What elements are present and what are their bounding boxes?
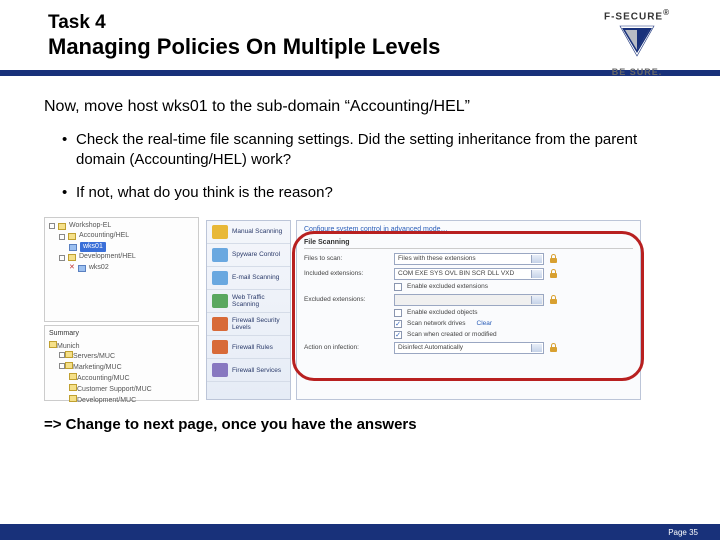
setting-row: Files to scan: Files with these extensio… xyxy=(304,253,633,265)
section-header: File Scanning xyxy=(304,239,633,249)
files-to-scan-dropdown[interactable]: Files with these extensions xyxy=(394,253,544,265)
slide-content: Now, move host wks01 to the sub-domain “… xyxy=(0,76,720,203)
excluded-ext-input[interactable] xyxy=(394,294,544,306)
setting-label: Files to scan: xyxy=(304,255,389,262)
setting-label: Excluded extensions: xyxy=(304,296,389,303)
tree-node[interactable]: Customer Support/MUC xyxy=(49,384,194,395)
scan-modified-checkbox[interactable]: ✓ xyxy=(394,331,402,339)
category-item[interactable]: Firewall Security Levels xyxy=(207,313,290,336)
category-item[interactable]: Firewall Rules xyxy=(207,336,290,359)
tree-node-selected[interactable]: wks01 xyxy=(49,242,194,253)
setting-row: Included extensions: COM EXE SYS OVL BIN… xyxy=(304,268,633,280)
footer-bar: Page 35 xyxy=(0,524,720,540)
setting-row: ✓ Scan when created or modified xyxy=(304,331,633,339)
page-number: Page 35 xyxy=(668,528,698,537)
setting-label: Scan when created or modified xyxy=(407,331,497,338)
setting-row: ✓ Scan network drives Clear xyxy=(304,320,633,328)
lock-icon[interactable] xyxy=(549,269,558,278)
lock-icon[interactable] xyxy=(549,295,558,304)
scan-network-checkbox[interactable]: ✓ xyxy=(394,320,402,328)
tree-node[interactable]: ✕wks02 xyxy=(49,263,194,274)
category-item[interactable]: Manual Scanning xyxy=(207,221,290,244)
setting-row: Enable excluded objects xyxy=(304,309,633,317)
lock-icon[interactable] xyxy=(549,343,558,352)
tree-node[interactable]: Munich xyxy=(49,341,194,352)
configure-link[interactable]: Configure system control in advanced mod… xyxy=(304,226,633,233)
tree-node[interactable]: Development/MUC xyxy=(49,395,194,406)
lock-icon[interactable] xyxy=(549,254,558,263)
brand-logo: F-SECURE® BE SURE. xyxy=(582,8,692,77)
setting-row: Enable excluded extensions xyxy=(304,283,633,291)
brand-tagline: BE SURE. xyxy=(582,67,692,77)
bullet-item: If not, what do you think is the reason? xyxy=(62,183,676,203)
summary-title: Summary xyxy=(49,329,194,339)
tree-node[interactable]: Marketing/MUC xyxy=(49,362,194,373)
category-item[interactable]: Spyware Control xyxy=(207,244,290,267)
setting-label: Enable excluded extensions xyxy=(407,283,488,290)
setting-label: Included extensions: xyxy=(304,270,389,277)
excluded-ext-checkbox[interactable] xyxy=(394,283,402,291)
setting-label: Enable excluded objects xyxy=(407,309,477,316)
intro-text: Now, move host wks01 to the sub-domain “… xyxy=(44,98,676,116)
domain-tree-panel: Workshop-EL Accounting/HEL wks01 Develop… xyxy=(44,217,199,322)
category-list: Manual Scanning Spyware Control E-mail S… xyxy=(206,220,291,400)
action-infection-dropdown[interactable]: Disinfect Automatically xyxy=(394,342,544,354)
shield-icon xyxy=(618,24,656,58)
bullet-list: Check the real-time file scanning settin… xyxy=(44,130,676,203)
clear-link[interactable]: Clear xyxy=(477,320,493,327)
setting-row: Action on infection: Disinfect Automatic… xyxy=(304,342,633,354)
tree-node[interactable]: Development/HEL xyxy=(49,252,194,263)
tree-node[interactable]: Servers/MUC xyxy=(49,351,194,362)
category-item[interactable]: Web Traffic Scanning xyxy=(207,290,290,313)
embedded-screenshot: Workshop-EL Accounting/HEL wks01 Develop… xyxy=(44,217,644,402)
category-item[interactable]: E-mail Scanning xyxy=(207,267,290,290)
slide-header: Task 4 Managing Policies On Multiple Lev… xyxy=(0,0,720,64)
tree-node[interactable]: Accounting/HEL xyxy=(49,231,194,242)
bullet-item: Check the real-time file scanning settin… xyxy=(62,130,676,169)
settings-panel: Configure system control in advanced mod… xyxy=(296,220,641,400)
setting-label: Action on infection: xyxy=(304,344,389,351)
excluded-obj-checkbox[interactable] xyxy=(394,309,402,317)
tree-node[interactable]: Accounting/MUC xyxy=(49,373,194,384)
setting-row: Excluded extensions: xyxy=(304,294,633,306)
tree-node[interactable]: Workshop-EL xyxy=(49,221,194,232)
summary-panel: Summary Munich Servers/MUC Marketing/MUC… xyxy=(44,325,199,401)
setting-label: Scan network drives xyxy=(407,320,466,327)
included-ext-input[interactable]: COM EXE SYS OVL BIN SCR DLL VXD xyxy=(394,268,544,280)
answer-prompt: => Change to next page, once you have th… xyxy=(44,416,720,433)
category-item[interactable]: Firewall Services xyxy=(207,359,290,382)
brand-name: F-SECURE® xyxy=(582,8,692,22)
